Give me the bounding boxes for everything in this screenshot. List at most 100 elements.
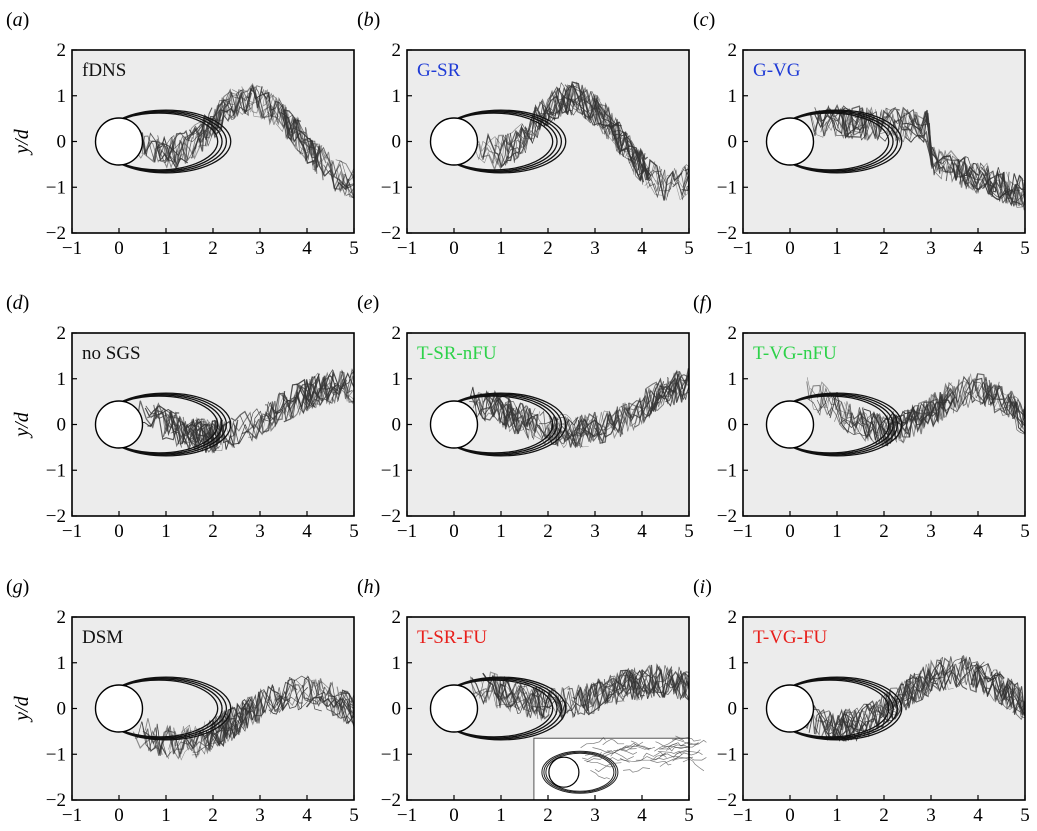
contour-line — [563, 410, 616, 447]
contour-line — [147, 406, 188, 445]
y-tick-label: 1 — [392, 653, 402, 674]
contour-line — [283, 370, 334, 423]
contour-line — [853, 694, 905, 733]
contour-line — [572, 682, 601, 712]
contour-line — [195, 92, 241, 150]
y-tick-label: 2 — [392, 607, 402, 628]
y-tick-label: 0 — [728, 415, 738, 436]
contour-line — [241, 86, 284, 114]
y-axis-label: y/d — [11, 411, 33, 438]
x-tick-label: 2 — [208, 521, 218, 542]
x-tick-label: 5 — [684, 238, 694, 259]
contour-line — [331, 160, 354, 191]
y-tick-label: −2 — [381, 506, 401, 527]
x-tick-label: −1 — [733, 521, 753, 542]
contour-line — [185, 103, 223, 152]
contour-line — [620, 377, 669, 426]
contour-line — [908, 381, 956, 431]
inset-contour — [617, 744, 650, 752]
contour-line — [145, 405, 182, 448]
contour-line — [841, 107, 868, 140]
contour-line — [1015, 401, 1025, 420]
contour-line — [810, 381, 855, 427]
contours-g — [99, 675, 354, 761]
contour-line — [206, 698, 255, 740]
contour-line — [268, 687, 309, 715]
x-tick-label: 0 — [785, 521, 795, 542]
inset-contour — [541, 750, 619, 794]
contour-line — [335, 173, 354, 199]
x-tick-label: 4 — [637, 521, 647, 542]
x-tick-label: −1 — [62, 521, 82, 542]
contour-line — [134, 721, 172, 758]
contour-line — [809, 104, 836, 136]
contour-line — [872, 412, 912, 446]
x-tick-label: 5 — [684, 521, 694, 542]
contour-line — [215, 703, 253, 747]
contour-line — [276, 676, 322, 712]
contour-line — [661, 164, 689, 201]
contour-line — [248, 678, 303, 721]
inset-contour — [657, 750, 683, 756]
method-label-h: T-SR-FU — [417, 627, 487, 648]
inset-contour — [620, 741, 644, 751]
contour-line — [144, 405, 180, 445]
panel-letter-c: (c) — [693, 9, 715, 31]
contour-line — [572, 418, 609, 448]
cylinder — [765, 684, 815, 733]
contour-line — [996, 170, 1025, 208]
inset-contour — [660, 744, 690, 750]
contour-line — [305, 139, 354, 185]
x-tick-label: 5 — [1020, 805, 1030, 826]
y-tick-label: 0 — [392, 415, 402, 436]
contour-line — [607, 402, 644, 427]
method-label-e: T-SR-nFU — [417, 343, 497, 364]
contour-line — [953, 159, 1000, 196]
contour-line — [961, 162, 993, 191]
inset-contour — [650, 760, 672, 766]
contour-line — [481, 675, 511, 709]
y-tick-label: 1 — [392, 369, 402, 390]
contour-line — [896, 109, 941, 174]
y-tick-label: −1 — [46, 177, 66, 198]
inset-contour — [640, 752, 666, 761]
y-tick-label: 1 — [728, 369, 738, 390]
contour-line — [998, 179, 1025, 204]
y-tick-label: 2 — [728, 607, 738, 628]
contour-line — [336, 168, 354, 190]
contour-line — [627, 147, 649, 162]
contour-line — [248, 401, 293, 438]
x-tick-label: 2 — [208, 238, 218, 259]
contour-line — [326, 681, 351, 709]
contour-line — [174, 721, 206, 759]
inset-contour — [545, 752, 615, 792]
x-tick-label: 1 — [496, 805, 506, 826]
cylinder — [765, 117, 815, 166]
x-tick-label: −1 — [62, 238, 82, 259]
inset-contour — [621, 745, 651, 750]
inset-contour — [623, 767, 651, 773]
x-tick-label: 3 — [590, 521, 600, 542]
inset-contour — [543, 751, 617, 793]
contour-line — [144, 728, 185, 758]
x-tick-label: 3 — [926, 805, 936, 826]
inset-contour — [584, 751, 602, 757]
contour-line — [829, 391, 881, 443]
contour-line — [682, 370, 689, 395]
contour-line — [565, 411, 619, 448]
contour-line — [222, 411, 270, 444]
contour-line — [880, 106, 933, 167]
x-tick-label: 1 — [161, 805, 171, 826]
x-tick-label: 1 — [832, 805, 842, 826]
contour-line — [348, 694, 354, 703]
contour-line — [816, 387, 863, 432]
inset-contour — [635, 752, 667, 761]
contour-line — [482, 672, 513, 701]
contour-line — [994, 681, 1025, 708]
x-tick-label: 3 — [255, 238, 265, 259]
